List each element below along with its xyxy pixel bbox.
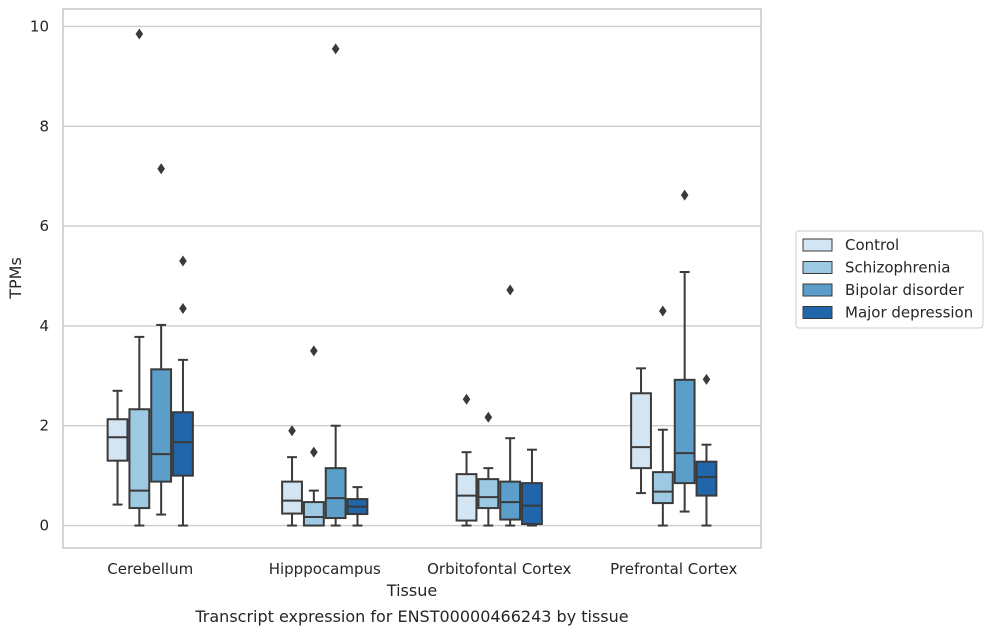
outlier-point [680, 189, 689, 201]
outlier-point [484, 411, 493, 423]
plot-area [106, 28, 718, 527]
x-tick-label: Prefrontal Cortex [610, 560, 737, 578]
outlier-point [659, 305, 667, 317]
axes-frame [62, 8, 762, 549]
box-iqr [281, 480, 303, 515]
box-bipolar-disorder [499, 284, 522, 527]
legend-entry: Major depression [845, 304, 973, 322]
outlier-point [310, 446, 318, 458]
box-major-depression [346, 486, 369, 527]
y-tick-labels: 0 2 4 6 8 10 [30, 17, 49, 534]
outlier-point [331, 43, 340, 55]
legend-swatch [802, 306, 833, 319]
box-bipolar-disorder [673, 189, 696, 513]
y-tick-label: 2 [39, 417, 49, 435]
y-axis-label: TPMs [6, 257, 25, 300]
box-control [630, 367, 652, 495]
chart-title: Transcript expression for ENST0000046624… [194, 607, 628, 626]
y-tick-label: 4 [39, 317, 49, 335]
outlier-point [702, 373, 711, 385]
box-schizophrenia [477, 411, 500, 527]
x-tick-label: Orbitofontal Cortex [427, 560, 571, 578]
outlier-point [179, 255, 187, 267]
box-iqr [172, 411, 194, 477]
legend-entry: Control [845, 236, 899, 254]
outlier-point [157, 163, 165, 175]
legend-frame [795, 230, 984, 329]
box-iqr [324, 467, 347, 520]
box-iqr [651, 471, 674, 505]
box-iqr [630, 392, 652, 470]
box-iqr [302, 501, 325, 527]
outlier-point [135, 28, 144, 40]
x-tick-label: Hipppocampus [269, 560, 381, 578]
box-iqr [521, 482, 543, 526]
legend-entry: Bipolar disorder [845, 281, 965, 299]
box-schizophrenia [128, 28, 151, 527]
box-major-depression [695, 373, 718, 527]
outlier-point [288, 425, 296, 437]
y-tick-label: 6 [39, 217, 49, 235]
box-control [106, 389, 129, 506]
box-major-depression [521, 448, 543, 527]
box-iqr [499, 480, 522, 521]
x-tick-label: Cerebellum [107, 560, 193, 578]
legend-swatch [802, 261, 833, 274]
box-iqr [150, 368, 173, 483]
legend-swatch [802, 238, 833, 252]
legend: Control Schizophrenia Bipolar disorder Majo… [795, 230, 984, 329]
outlier-point [506, 284, 514, 296]
x-axis-label: Tissue [386, 581, 437, 600]
box-iqr [673, 378, 696, 485]
box-iqr [477, 478, 500, 510]
box-major-depression [172, 255, 194, 527]
y-tick-label: 8 [39, 117, 49, 135]
legend-entry: Schizophrenia [845, 259, 950, 277]
box-bipolar-disorder [324, 43, 347, 527]
box-iqr [128, 408, 151, 510]
outlier-point [462, 393, 471, 405]
box-iqr [455, 473, 478, 522]
box-iqr [106, 418, 129, 462]
outlier-point [310, 345, 318, 357]
legend-swatch [802, 283, 833, 297]
x-tick-labels: Cerebellum Hipppocampus Orbitofontal Corte… [107, 560, 737, 578]
box-bipolar-disorder [150, 163, 173, 516]
box-iqr [695, 460, 718, 497]
y-tick-label: 0 [39, 517, 49, 535]
outlier-point [179, 302, 187, 314]
box-schizophrenia [651, 305, 674, 527]
y-tick-label: 10 [30, 17, 49, 35]
box-control [281, 425, 303, 527]
box-control [455, 393, 478, 527]
box-schizophrenia [302, 345, 325, 527]
